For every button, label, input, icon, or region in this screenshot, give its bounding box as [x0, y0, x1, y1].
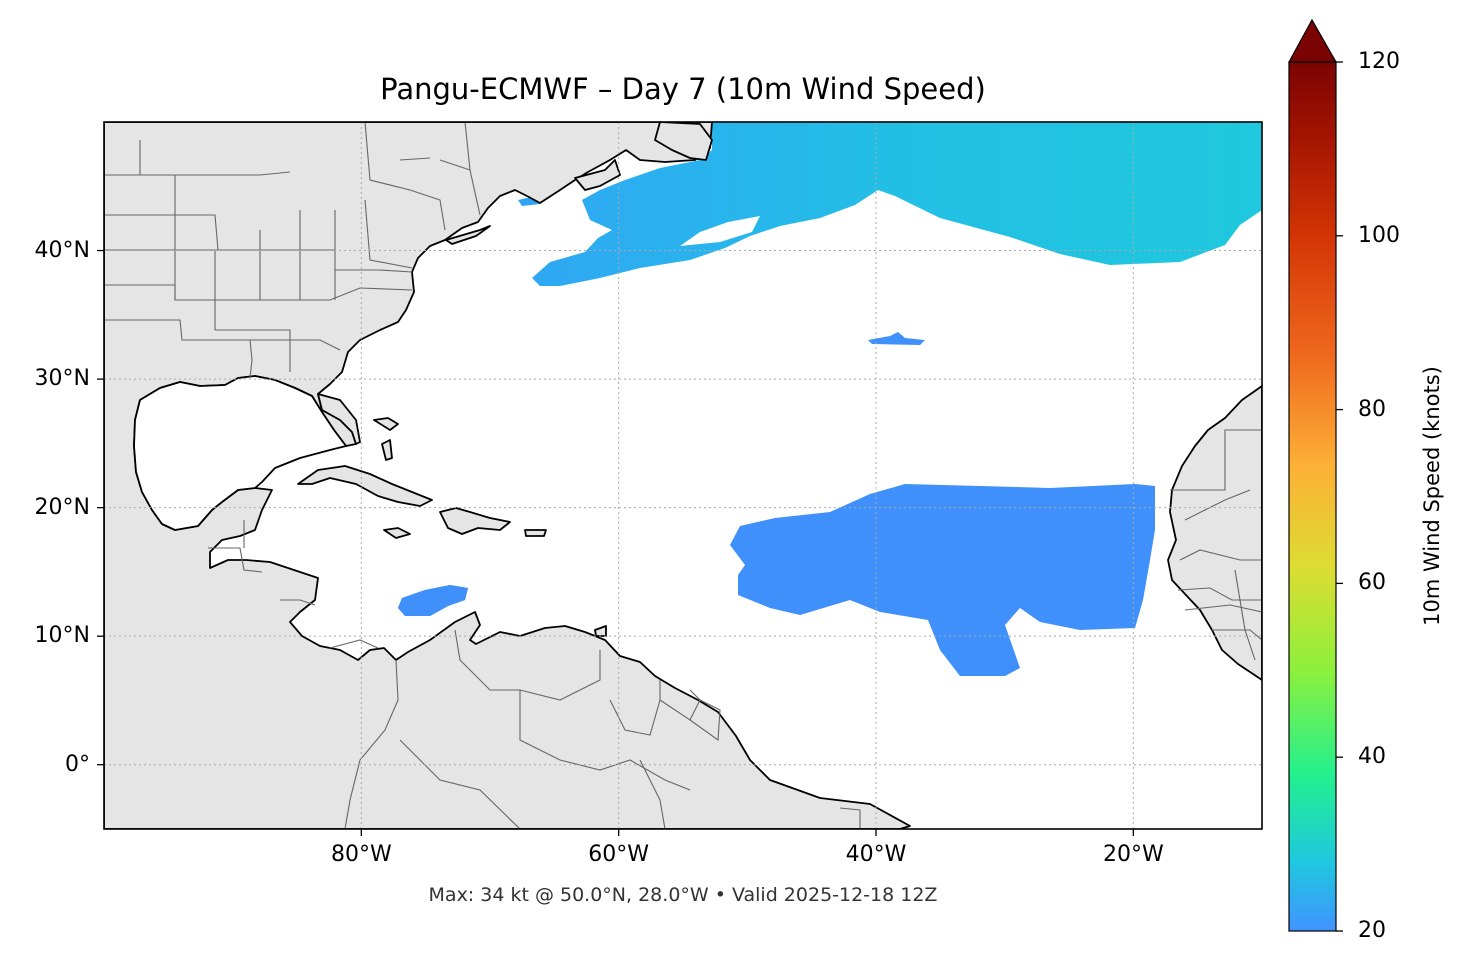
wind-field-trades — [730, 484, 1155, 676]
land-florida-peninsula — [317, 393, 361, 445]
colorbar-tick-60: 60 — [1358, 570, 1386, 596]
colorbar-tick-80: 80 — [1358, 396, 1386, 422]
gridlines — [104, 122, 1262, 829]
figure-title: Pangu-ECMWF – Day 7 (10m Wind Speed) — [380, 72, 986, 106]
wind-field-caribbean-overlay — [398, 585, 468, 616]
colorbar-tick-20: 20 — [1358, 918, 1386, 943]
island-long-island — [445, 225, 491, 245]
colorbar-tick-100: 100 — [1358, 222, 1400, 248]
lat-label-equator: 0° — [65, 751, 90, 777]
colorbar-gradient — [1288, 61, 1337, 932]
island-puerto-rico — [524, 529, 547, 537]
lon-label-60w: 60°W — [588, 842, 650, 867]
island-cuba — [297, 465, 433, 507]
max-wind-footnote: Max: 34 kt @ 50.0°N, 28.0°W • Valid 2025… — [428, 884, 938, 906]
colorbar-extend-max-arrow — [1287, 18, 1338, 63]
wind-field-central-atlantic-patch — [868, 332, 925, 345]
colorbar — [1287, 18, 1343, 932]
colorbar-tick-120: 120 — [1358, 49, 1400, 74]
lat-label-40n: 40°N — [34, 237, 90, 263]
colorbar-label: 10m Wind Speed (knots) — [1420, 366, 1444, 626]
lon-tick-marks — [360, 829, 1134, 836]
state-country-borders — [104, 122, 1262, 829]
water-bodies — [133, 375, 347, 531]
lon-label-20w: 20°W — [1102, 842, 1164, 867]
colorbar-tick-40: 40 — [1358, 744, 1386, 770]
island-cape-breton — [574, 159, 621, 191]
lon-label-80w: 80°W — [330, 842, 392, 867]
colorbar-tick-marks — [1336, 61, 1343, 932]
lat-label-20n: 20°N — [34, 494, 90, 520]
island-hispaniola — [439, 507, 511, 535]
island-bahamas — [373, 417, 399, 461]
island-newfoundland — [654, 122, 713, 161]
lat-label-30n: 30°N — [34, 366, 90, 392]
map-frame — [103, 121, 1263, 830]
lat-label-10n: 10°N — [34, 623, 90, 649]
lon-label-40w: 40°W — [845, 842, 907, 867]
lat-tick-marks — [97, 249, 104, 766]
wind-field-north-atlantic — [532, 122, 1262, 286]
gulf-of-mexico — [133, 375, 347, 531]
island-jamaica — [383, 527, 411, 539]
islands — [297, 122, 713, 637]
